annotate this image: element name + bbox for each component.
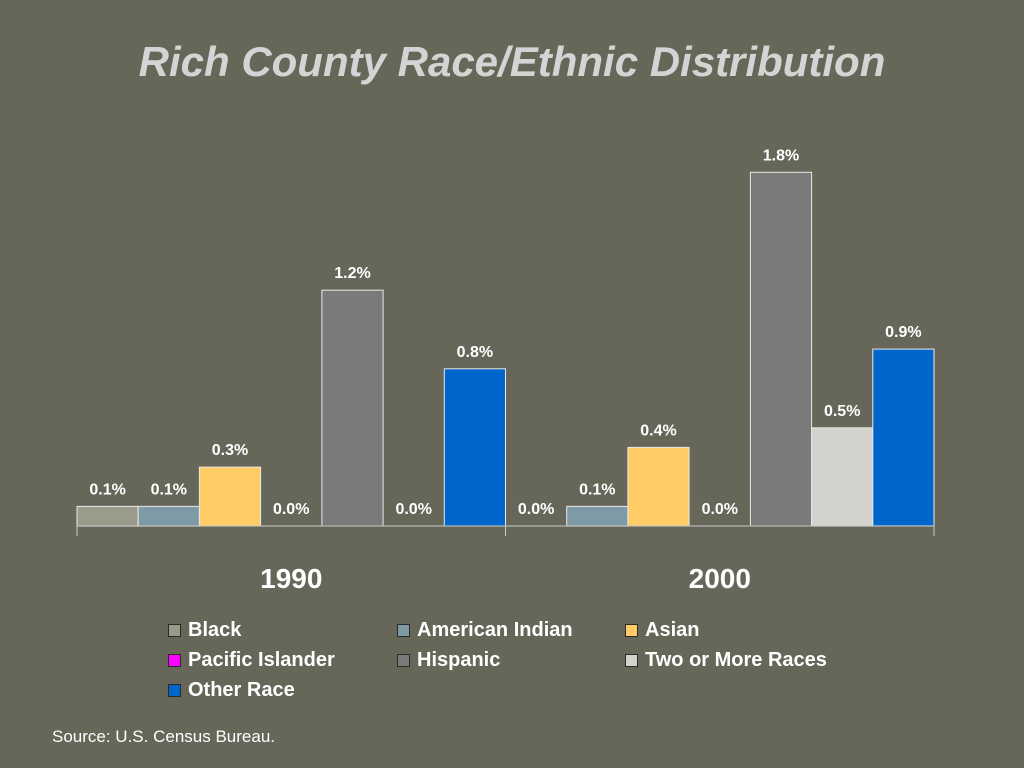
legend-swatch-asian (625, 623, 638, 637)
bar-black-1990 (76, 505, 139, 527)
legend-swatch-black (168, 623, 181, 637)
legend-label: Two or More Races (645, 648, 827, 671)
bar-american-indian-1990 (137, 505, 200, 527)
legend-label: Other Race (188, 678, 295, 701)
data-label-other-race-1990: 0.8% (457, 344, 493, 361)
bar-hispanic-1990 (321, 289, 384, 527)
bar-asian-1990 (198, 466, 262, 527)
data-label-pacific-islander-1990: 0.0% (273, 501, 309, 518)
legend-label: Pacific Islander (188, 648, 335, 671)
data-label-two-or-more-races-2000: 0.5% (824, 403, 860, 420)
chart-title: Rich County Race/Ethnic Distribution (138, 38, 886, 85)
legend-swatch-pacific-islander (168, 653, 181, 667)
bar-other-race-1990 (443, 368, 506, 527)
bar-other-race-2000 (872, 348, 935, 527)
data-label-two-or-more-races-1990: 0.0% (395, 501, 431, 518)
data-label-american-indian-1990: 0.1% (151, 481, 187, 498)
legend-item-american-indian: American Indian (397, 618, 573, 642)
data-label-hispanic-2000: 1.8% (763, 147, 799, 164)
legend-label: Hispanic (417, 648, 501, 671)
legend-item-black: Black (168, 618, 241, 642)
bar-chart: 0.1% 0.1% 0.3% 0.0% 1.2% 0.0% 0.8% 1990 0.0% 0.1%… (76, 147, 935, 594)
data-label-asian-1990: 0.3% (212, 442, 248, 459)
bar-american-indian-2000 (566, 505, 629, 527)
data-label-american-indian-2000: 0.1% (579, 481, 615, 498)
legend-item-pacific-islander: Pacific Islander (168, 648, 335, 672)
legend-swatch-american-indian (397, 623, 410, 637)
bar-two-or-more-races-2000 (811, 427, 874, 527)
legend-item-asian: Asian (625, 618, 699, 642)
bar-asian-2000 (627, 446, 690, 527)
bar-hispanic-2000 (749, 171, 813, 527)
x-tick-label-2000: 2000 (689, 563, 751, 594)
data-label-asian-2000: 0.4% (640, 422, 676, 439)
source-note: Source: U.S. Census Bureau. (52, 727, 276, 746)
legend-label: Asian (645, 618, 700, 641)
legend-label: American Indian (417, 618, 573, 641)
data-label-black-1990: 0.1% (89, 481, 125, 498)
data-label-pacific-islander-2000: 0.0% (702, 501, 738, 518)
data-label-hispanic-1990: 1.2% (334, 265, 370, 282)
x-tick-label-1990: 1990 (260, 563, 322, 594)
legend-swatch-hispanic (397, 653, 410, 667)
data-label-other-race-2000: 0.9% (885, 324, 921, 341)
legend-item-hispanic: Hispanic (397, 648, 500, 672)
legend-label: Black (188, 618, 242, 641)
legend-item-other-race: Other Race (168, 678, 295, 702)
legend-swatch-other-race (168, 683, 181, 697)
legend-item-two-or-more-races: Two or More Races (625, 648, 827, 672)
legend-swatch-two-or-more-races (625, 653, 638, 667)
data-label-black-2000: 0.0% (518, 501, 554, 518)
